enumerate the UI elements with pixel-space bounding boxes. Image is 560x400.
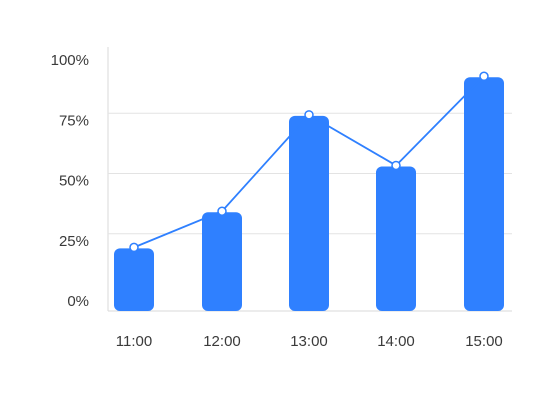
data-point xyxy=(217,206,227,216)
bar xyxy=(114,248,154,311)
data-point xyxy=(129,242,139,253)
y-tick-label: 75% xyxy=(59,112,89,129)
x-axis: 11:00 12:00 13:00 14:00 15:00 xyxy=(116,333,503,350)
bar xyxy=(464,77,504,311)
x-tick-label: 12:00 xyxy=(203,333,241,350)
x-tick-label: 15:00 xyxy=(465,333,503,350)
data-point xyxy=(479,71,489,82)
bar xyxy=(376,166,416,311)
y-axis: 0% 25% 50% 75% 100% xyxy=(51,52,89,310)
x-tick-label: 13:00 xyxy=(290,333,328,350)
x-tick-label: 11:00 xyxy=(116,333,152,350)
bar xyxy=(289,115,329,311)
y-tick-label: 50% xyxy=(59,173,89,190)
bar xyxy=(202,212,242,311)
bars-layer xyxy=(114,77,504,311)
points-layer xyxy=(129,71,489,253)
y-tick-label: 100% xyxy=(51,52,89,69)
y-tick-label: 25% xyxy=(59,233,89,250)
y-tick-label: 0% xyxy=(67,293,89,310)
x-tick-label: 14:00 xyxy=(377,333,415,350)
data-point xyxy=(304,110,314,120)
data-point xyxy=(391,160,401,171)
